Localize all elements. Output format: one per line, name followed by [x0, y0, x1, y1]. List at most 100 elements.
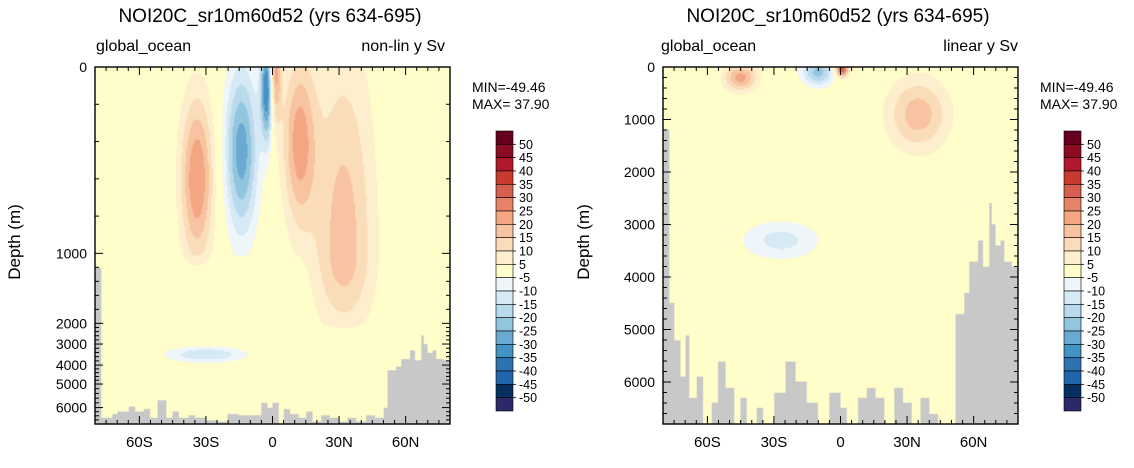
- colorbar-label: 10: [1087, 245, 1101, 259]
- colorbar-label: 20: [519, 218, 533, 232]
- colorbar-label: 40: [1087, 165, 1101, 179]
- colorbar-label: -15: [1087, 298, 1105, 312]
- colorbar-label: -5: [1087, 271, 1098, 285]
- colorbar-label: 45: [519, 151, 533, 165]
- x-tick-label: 60S: [694, 434, 721, 451]
- y-tick-label: 6000: [624, 374, 655, 390]
- left-string: global_ocean: [661, 38, 756, 55]
- colorbar-label: -10: [1087, 285, 1105, 299]
- chart-title: NOI20C_sr10m60d52 (yrs 634-695): [686, 6, 989, 27]
- plot-area: [94, 66, 451, 425]
- colorbar: 5045403530252015105-5-10-15-20-25-30-35-…: [1063, 130, 1105, 412]
- colorbar-label: 45: [1087, 151, 1101, 165]
- colorbar-swatch: [495, 370, 514, 385]
- colorbar-swatch: [1063, 277, 1082, 292]
- colorbar-swatch: [1063, 130, 1082, 145]
- min-stat: MIN=-49.46: [472, 79, 546, 95]
- colorbar-swatch: [1063, 357, 1082, 372]
- y-tick-label: 3000: [56, 336, 87, 352]
- x-axis: 60S 30S 0 30N 60N: [94, 67, 451, 451]
- colorbar-label: -45: [1087, 378, 1105, 392]
- y-tick-label: 5000: [624, 322, 655, 338]
- colorbar-swatch: [1063, 317, 1082, 332]
- colorbar-swatch: [1063, 370, 1082, 385]
- x-tick-label: 60S: [126, 434, 153, 451]
- x-tick-label: 0: [836, 434, 844, 451]
- colorbar-swatch: [495, 357, 514, 372]
- colorbar-label: 10: [519, 245, 533, 259]
- colorbar-swatch: [1063, 170, 1082, 185]
- colorbar-swatch: [495, 277, 514, 292]
- colorbar-swatch: [495, 224, 514, 238]
- panel-linear: NOI20C_sr10m60d52 (yrs 634-695) global_o…: [574, 6, 1118, 451]
- colorbar-swatch: [1063, 264, 1082, 278]
- colorbar-swatch: [495, 344, 514, 358]
- colorbar-swatch: [1063, 330, 1082, 345]
- chart-title: NOI20C_sr10m60d52 (yrs 634-695): [118, 6, 421, 27]
- colorbar-label: -25: [519, 325, 537, 339]
- x-tick-label: 30S: [761, 434, 788, 451]
- y-tick-label: 2000: [624, 164, 655, 180]
- colorbar-label: 15: [519, 231, 533, 245]
- colorbar-swatch: [1063, 384, 1082, 398]
- colorbar-swatch: [495, 237, 514, 252]
- y-axis: 0 1000 2000 3000 4000 5000 6000: [624, 59, 1018, 425]
- colorbar-swatch: [495, 210, 514, 225]
- y-tick-label: 1000: [624, 112, 655, 128]
- max-stat: MAX= 37.90: [472, 96, 550, 112]
- colorbar-label: -40: [1087, 365, 1105, 379]
- colorbar-swatch: [495, 157, 514, 172]
- colorbar-swatch: [495, 130, 514, 145]
- colorbar-label: -35: [519, 351, 537, 365]
- colorbar-swatch: [495, 184, 514, 198]
- streamfunction-field: [663, 67, 1018, 424]
- colorbar: 5045403530252015105-5-10-15-20-25-30-35-…: [495, 130, 537, 412]
- colorbar-swatch: [1063, 344, 1082, 358]
- colorbar-label: 25: [1087, 205, 1101, 219]
- right-string: non-lin y Sv: [361, 38, 445, 55]
- colorbar-swatch: [1063, 210, 1082, 225]
- colorbar-swatch: [1063, 397, 1082, 412]
- colorbar-label: 25: [519, 205, 533, 219]
- y-axis-label: Depth (m): [5, 204, 24, 280]
- x-axis: 60S 30S 0 30N 60N: [662, 67, 1019, 451]
- colorbar-swatch: [1063, 184, 1082, 198]
- colorbar-label: 50: [1087, 138, 1101, 152]
- colorbar-swatch: [1063, 224, 1082, 238]
- colorbar-label: -50: [519, 391, 537, 405]
- y-tick-label: 5000: [56, 376, 87, 392]
- colorbar-label: 40: [519, 165, 533, 179]
- y-tick-label: 2000: [56, 315, 87, 331]
- x-tick-label: 30N: [325, 434, 353, 451]
- colorbar-label: 20: [1087, 218, 1101, 232]
- colorbar-label: 35: [519, 178, 533, 192]
- left-string: global_ocean: [96, 38, 191, 55]
- x-tick-label: 0: [268, 434, 276, 451]
- colorbar-swatch: [1063, 290, 1082, 305]
- x-tick-label: 60N: [960, 434, 988, 451]
- colorbar-swatch: [495, 304, 514, 318]
- colorbar-label: -25: [1087, 325, 1105, 339]
- colorbar-swatch: [1063, 304, 1082, 318]
- colorbar-swatch: [1063, 250, 1082, 265]
- right-string: linear y Sv: [943, 38, 1018, 55]
- colorbar-label: -30: [519, 338, 537, 352]
- colorbar-label: 15: [1087, 231, 1101, 245]
- min-stat: MIN=-49.46: [1040, 79, 1114, 95]
- x-tick-label: 30N: [893, 434, 921, 451]
- y-tick-label: 4000: [624, 269, 655, 285]
- colorbar-label: -20: [519, 311, 537, 325]
- colorbar-swatch: [1063, 237, 1082, 252]
- colorbar-label: -15: [519, 298, 537, 312]
- max-stat: MAX= 37.90: [1040, 96, 1118, 112]
- colorbar-swatch: [495, 397, 514, 412]
- y-tick-label: 4000: [56, 357, 87, 373]
- colorbar-swatch: [495, 317, 514, 332]
- colorbar-swatch: [1063, 157, 1082, 172]
- colorbar-label: -20: [1087, 311, 1105, 325]
- y-axis-label: Depth (m): [574, 204, 593, 280]
- y-tick-label: 6000: [56, 400, 87, 416]
- y-axis: 0 1000 2000 3000 4000 5000 6000: [56, 59, 450, 425]
